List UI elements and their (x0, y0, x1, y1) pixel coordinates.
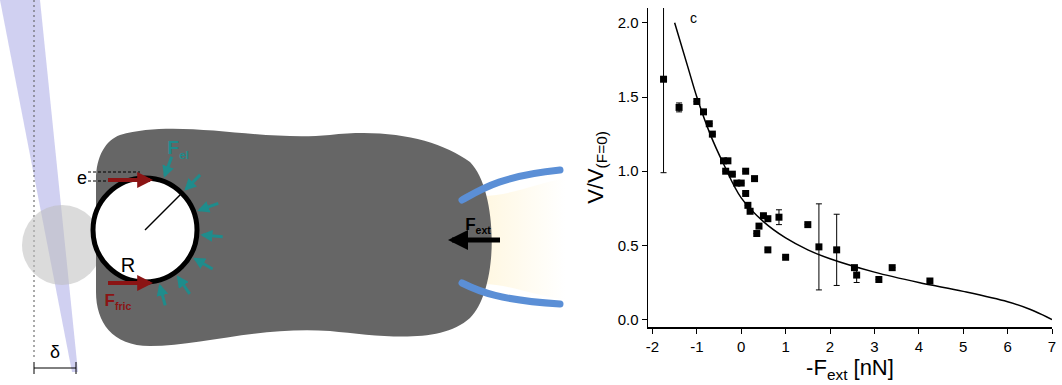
svg-text:R: R (121, 254, 135, 276)
svg-text:7: 7 (1048, 338, 1056, 355)
svg-text:0.5: 0.5 (618, 237, 639, 254)
svg-text:Fel: Fel (167, 137, 188, 161)
svg-text:6: 6 (1003, 338, 1011, 355)
svg-text:Fext: Fext (465, 215, 491, 236)
svg-text:2.0: 2.0 (618, 14, 639, 31)
svg-text:-2: -2 (646, 338, 659, 355)
svg-text:0.0: 0.0 (618, 311, 639, 328)
svg-text:-1: -1 (690, 338, 703, 355)
svg-text:0: 0 (737, 338, 745, 355)
svg-text:5: 5 (959, 338, 967, 355)
svg-text:1: 1 (781, 338, 789, 355)
svg-text:4: 4 (915, 338, 923, 355)
svg-text:c: c (690, 10, 697, 26)
svg-text:Ffric: Ffric (105, 291, 132, 312)
svg-text:V/V​(F=0)​: V/V​(F=0)​ (583, 131, 611, 204)
svg-text:3: 3 (870, 338, 878, 355)
svg-text:e: e (77, 168, 87, 188)
svg-text:δ: δ (50, 342, 60, 362)
svg-text:2: 2 (826, 338, 834, 355)
svg-text:1.0: 1.0 (618, 162, 639, 179)
svg-text:-F​ext​ [nN]: -F​ext​ [nN] (806, 355, 894, 383)
svg-text:1.5: 1.5 (618, 88, 639, 105)
